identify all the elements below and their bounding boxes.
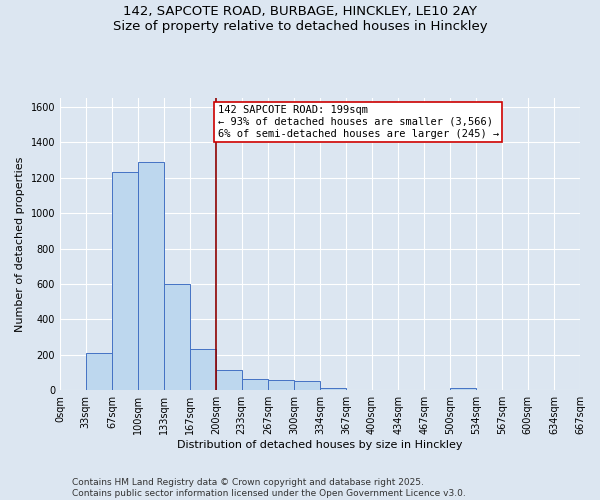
Bar [216,370,242,390]
Bar [294,382,320,390]
Bar [190,350,216,390]
Bar [112,172,138,390]
Bar [86,353,112,390]
Bar [138,162,164,390]
Y-axis label: Number of detached properties: Number of detached properties [15,156,25,332]
X-axis label: Distribution of detached houses by size in Hinckley: Distribution of detached houses by size … [177,440,463,450]
Bar [164,284,190,390]
Bar [268,380,294,390]
Text: 142, SAPCOTE ROAD, BURBAGE, HINCKLEY, LE10 2AY
Size of property relative to deta: 142, SAPCOTE ROAD, BURBAGE, HINCKLEY, LE… [113,5,487,33]
Bar [450,388,476,390]
Text: 142 SAPCOTE ROAD: 199sqm
← 93% of detached houses are smaller (3,566)
6% of semi: 142 SAPCOTE ROAD: 199sqm ← 93% of detach… [218,106,499,138]
Bar [320,388,346,390]
Text: Contains HM Land Registry data © Crown copyright and database right 2025.
Contai: Contains HM Land Registry data © Crown c… [72,478,466,498]
Bar [242,378,268,390]
